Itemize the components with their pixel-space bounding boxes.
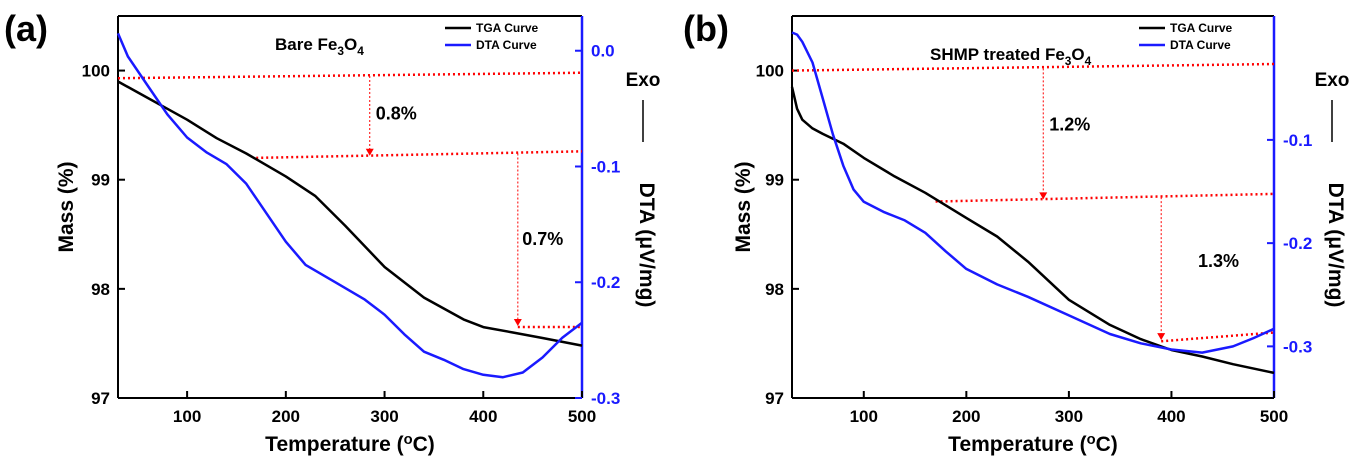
exo-label: Exo xyxy=(626,70,661,91)
guide-arrow-head xyxy=(1039,192,1048,200)
y-left-tick-label: 98 xyxy=(91,280,110,299)
y-right-tick-label: -0.1 xyxy=(1283,131,1312,150)
chart-a-svg: 100 200 300 400 500 97 98 99 100 0.0 -0.1 -0.2 -0.3 T… xyxy=(55,15,661,456)
legend-label: TGA Curve xyxy=(1170,21,1233,35)
y-right-tick-label: 0.0 xyxy=(591,42,615,61)
guide-arrow-head xyxy=(1157,333,1166,341)
tga-series-line xyxy=(790,86,1275,375)
dta-series-line xyxy=(116,32,583,379)
chart-title: SHMP treated Fe3O4 xyxy=(930,45,1092,68)
x-axis-title: Temperature (oC) xyxy=(948,432,1118,456)
guide-line xyxy=(256,150,583,160)
guide-arrow-head xyxy=(365,148,374,156)
chart-panel-a: (a) 100 200 300 400 500 97 98 99 100 0.0 -0.1 -0.2 -… xyxy=(4,8,661,456)
x-tick-label: 500 xyxy=(568,407,596,426)
tga-series-line xyxy=(117,80,583,347)
y-left-tick-label: 99 xyxy=(765,171,784,190)
percent-annotation: 0.8% xyxy=(376,104,417,124)
guide-line xyxy=(117,71,583,80)
x-tick-label: 500 xyxy=(1260,407,1288,426)
x-axis-title: Temperature (oC) xyxy=(265,432,435,456)
guide-line xyxy=(791,62,1275,72)
guide-line xyxy=(1161,331,1275,343)
y-right-tick-label: -0.2 xyxy=(1283,234,1312,253)
panel-label: (b) xyxy=(683,8,729,49)
y-left-tick-label: 97 xyxy=(765,389,784,408)
x-tick-label: 400 xyxy=(1157,407,1185,426)
y-left-axis-title: Mass (%) xyxy=(732,161,755,252)
x-tick-label: 200 xyxy=(272,407,300,426)
legend-label: DTA Curve xyxy=(1170,38,1231,52)
y-left-tick-label: 100 xyxy=(756,62,784,81)
x-tick-label: 100 xyxy=(173,407,201,426)
y-right-tick-label: -0.1 xyxy=(591,157,620,176)
exo-label: Exo xyxy=(1315,70,1350,91)
y-right-tick-label: -0.2 xyxy=(591,273,620,292)
panel-label: (a) xyxy=(4,8,48,49)
y-left-tick-label: 99 xyxy=(91,171,110,190)
y-left-tick-label: 100 xyxy=(82,62,110,81)
y-right-axis-title: DTA (μV/mg) xyxy=(635,183,658,308)
percent-annotation: 1.2% xyxy=(1049,115,1090,135)
y-right-tick-label: -0.3 xyxy=(1283,337,1312,356)
dta-series-line xyxy=(791,31,1275,354)
x-tick-label: 300 xyxy=(370,407,398,426)
guide-arrow-head xyxy=(513,318,522,326)
y-left-axis-title: Mass (%) xyxy=(55,161,78,252)
x-tick-label: 100 xyxy=(850,407,878,426)
x-tick-label: 200 xyxy=(952,407,980,426)
percent-annotation: 1.3% xyxy=(1198,251,1239,271)
chart-panel-b: (b) 100 200 300 400 500 97 98 99 100 -0.1 -0.2 -0.3… xyxy=(677,0,1354,464)
chart-b-svg: 100 200 300 400 500 97 98 99 100 -0.1 -0.2 -0.3 Temp… xyxy=(732,15,1350,456)
chart-title: Bare Fe3O4 xyxy=(275,35,364,58)
legend-label: DTA Curve xyxy=(476,38,537,52)
y-left-tick-label: 97 xyxy=(91,389,110,408)
y-left-tick-label: 98 xyxy=(765,280,784,299)
y-right-axis-title: DTA (μV/mg) xyxy=(1324,183,1347,308)
x-tick-label: 400 xyxy=(469,407,497,426)
legend-label: TGA Curve xyxy=(476,21,539,35)
percent-annotation: 0.7% xyxy=(522,229,563,249)
guide-line xyxy=(935,192,1275,203)
y-right-tick-label: -0.3 xyxy=(591,389,620,408)
x-tick-label: 300 xyxy=(1055,407,1083,426)
